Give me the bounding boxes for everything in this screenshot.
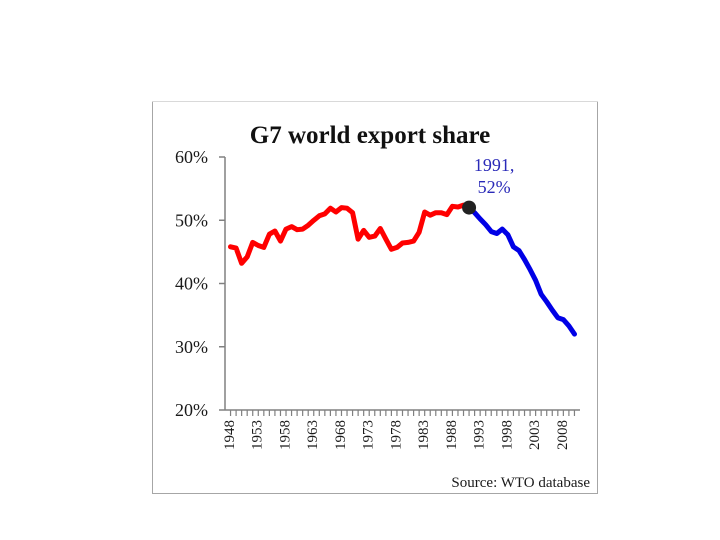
annotation: 1991, 52% (462, 155, 514, 215)
y-tick-label: 40% (175, 274, 208, 294)
x-tick-label: 1953 (250, 420, 266, 450)
y-axis: 20% 30% 40% 50% 60% (175, 147, 226, 420)
x-tick-label: 2008 (555, 420, 571, 450)
x-tick-label: 1988 (444, 420, 460, 450)
series-lines (228, 202, 577, 337)
x-tick-label: 1958 (277, 420, 293, 450)
series-line-1991-2010 (466, 205, 577, 337)
x-tick-label: 1983 (416, 420, 432, 450)
y-tick-label: 50% (175, 210, 208, 230)
annotation-label-value: 52% (478, 177, 511, 197)
x-tick-label: 1998 (499, 420, 515, 450)
x-axis: 1948 1953 1958 1963 1968 1973 1978 1983 1988 1993… (222, 409, 580, 450)
x-tick-label: 1978 (388, 420, 404, 450)
source-note: Source: WTO database (451, 475, 590, 491)
y-tick-label: 20% (175, 400, 208, 420)
chart-title: G7 world export share (250, 122, 491, 149)
series-line-1948-1991 (228, 202, 472, 266)
x-tick-label: 1973 (361, 420, 377, 450)
y-tick-label: 60% (175, 147, 208, 167)
x-tick-label: 1968 (333, 420, 349, 450)
x-tick-label: 2003 (527, 420, 543, 450)
annotation-marker (462, 200, 477, 215)
y-tick-label: 30% (175, 337, 208, 357)
x-tick-label: 1948 (222, 420, 238, 450)
chart-frame: G7 world export share 20% 30% 40% 50% 60% 19… (152, 101, 598, 494)
chart-svg: G7 world export share 20% 30% 40% 50% 60% 19… (152, 101, 598, 494)
annotation-label-year: 1991, (474, 155, 515, 175)
x-tick-label: 1993 (472, 420, 488, 450)
x-tick-label: 1963 (305, 420, 321, 450)
